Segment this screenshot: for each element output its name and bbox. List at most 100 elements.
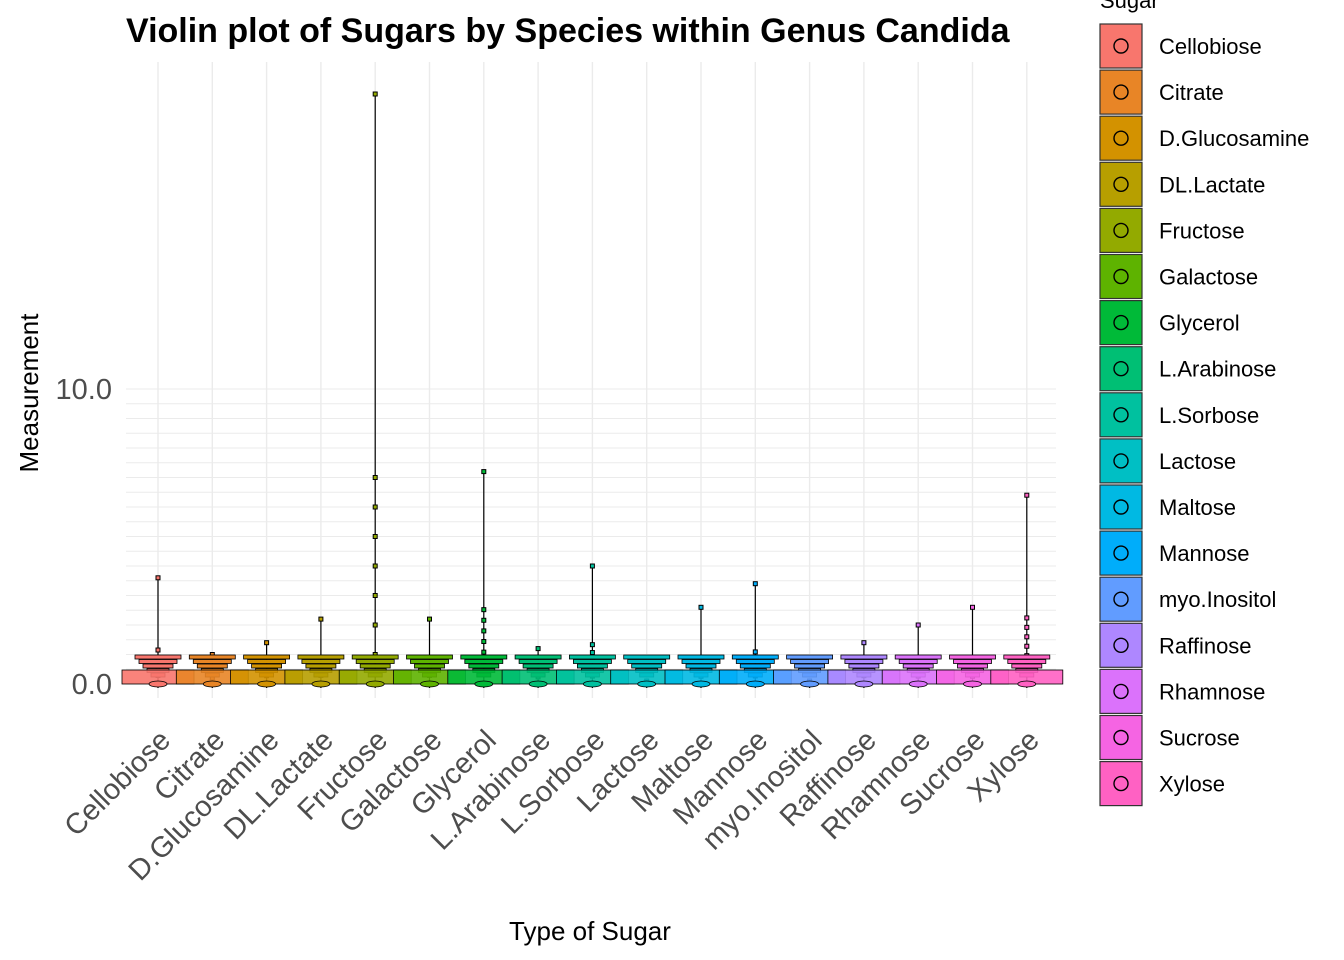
y-axis-ticks: 0.0 10.0 [56, 374, 112, 701]
violin-point [1024, 492, 1030, 498]
legend-label: Cellobiose [1159, 34, 1262, 59]
legend-label: Mannose [1159, 541, 1250, 566]
violin-body [677, 654, 725, 660]
violin-point [861, 640, 867, 646]
grid [126, 62, 1056, 698]
legend-item: L.Sorbose [1099, 392, 1259, 438]
violin-point [155, 575, 161, 581]
legend-item: Xylose [1099, 760, 1225, 807]
legend-key-marker [1113, 314, 1129, 331]
violin-body [794, 663, 825, 669]
legend-item: L.Arabinose [1099, 346, 1276, 392]
violin-body [460, 654, 508, 660]
legend-key-marker [1113, 729, 1129, 746]
legend-item: Galactose [1099, 253, 1258, 300]
violin-body [196, 663, 228, 669]
violin-body [631, 663, 663, 669]
violin-point [372, 504, 378, 510]
violin-point [589, 642, 595, 648]
y-tick-label: 0.0 [72, 669, 112, 701]
violin-body [192, 659, 232, 664]
legend-item: Cellobiose [1099, 23, 1262, 69]
legend-key-marker [1113, 176, 1129, 193]
y-axis-title: Measurement [14, 313, 44, 473]
legend-key [1099, 760, 1143, 807]
violin-body [1007, 659, 1047, 664]
violin-body [138, 659, 178, 664]
legend-item: myo.Inositol [1099, 576, 1276, 622]
violin-body [414, 663, 445, 669]
violin-body [685, 663, 717, 669]
legend-label: Fructose [1159, 218, 1245, 243]
violin-point [372, 622, 378, 628]
violin-point [535, 646, 541, 652]
legend-key-marker [1113, 775, 1129, 792]
legend-key-marker [1113, 268, 1129, 285]
legend-item: Raffinose [1099, 622, 1252, 668]
legend-label: Rhamnose [1159, 679, 1265, 704]
violin-point [481, 628, 487, 634]
violin-body [902, 663, 934, 669]
violin-tip [474, 680, 494, 688]
x-axis-title: Type of Sugar [509, 916, 671, 946]
violins [121, 91, 1064, 688]
legend-label: DL.Lactate [1159, 172, 1265, 197]
legend-label: Galactose [1159, 265, 1258, 290]
violin-body [514, 654, 562, 660]
legend-key [1099, 392, 1143, 438]
violin-point [698, 604, 704, 610]
violin-lactose [610, 654, 684, 688]
chart-title: Violin plot of Sugars by Species within … [126, 12, 1011, 50]
violin-point [481, 639, 487, 645]
violin-point [589, 563, 595, 569]
violin-body [573, 659, 612, 664]
violin-body [522, 663, 554, 669]
x-axis-ticks: CellobioseCitrateD.GlucosamineDL.Lactate… [59, 724, 1046, 887]
violin-body [949, 654, 996, 660]
legend-key [1099, 300, 1143, 346]
legend-key-marker [1113, 407, 1129, 423]
violin-tip [528, 680, 548, 688]
legend-key [1099, 484, 1143, 530]
violin-point [427, 616, 432, 622]
violin-body [840, 654, 888, 660]
legend-item: Maltose [1099, 484, 1236, 530]
violin-body [953, 659, 992, 664]
violin-body [355, 659, 395, 664]
violin-body [142, 663, 174, 669]
violin-body [623, 654, 671, 660]
violin-tip [800, 680, 819, 688]
violin-point [318, 616, 324, 622]
y-tick-label: 10.0 [56, 374, 112, 406]
violin-mannose [718, 581, 792, 688]
legend-key-marker [1113, 361, 1129, 377]
violin-body [134, 654, 182, 660]
legend-label: myo.Inositol [1159, 587, 1276, 612]
violin-tip [583, 680, 602, 688]
legend-key [1099, 346, 1143, 392]
legend-key [1099, 438, 1143, 484]
violin-body [351, 654, 399, 660]
legend-key-marker [1113, 222, 1129, 239]
violin-point [589, 650, 595, 656]
violin-fructose [338, 91, 412, 688]
legend-item: Lactose [1099, 438, 1236, 484]
legend-key [1099, 530, 1143, 576]
violin-tip [365, 680, 385, 688]
legend-label: Maltose [1159, 495, 1236, 520]
legend-key-marker [1113, 545, 1129, 561]
violin-body [247, 659, 287, 664]
violin-body [577, 663, 608, 669]
violin-body [898, 659, 938, 664]
violin-point [372, 91, 378, 97]
violin-tip [691, 680, 711, 688]
violin-point [372, 534, 378, 539]
violin-body [1003, 654, 1051, 660]
legend-label: Lactose [1159, 449, 1236, 474]
legend-label: Raffinose [1159, 633, 1252, 658]
legend-key [1099, 115, 1143, 161]
violin-tip [908, 680, 928, 688]
violin-tip [963, 680, 982, 688]
violin-body [251, 663, 283, 669]
